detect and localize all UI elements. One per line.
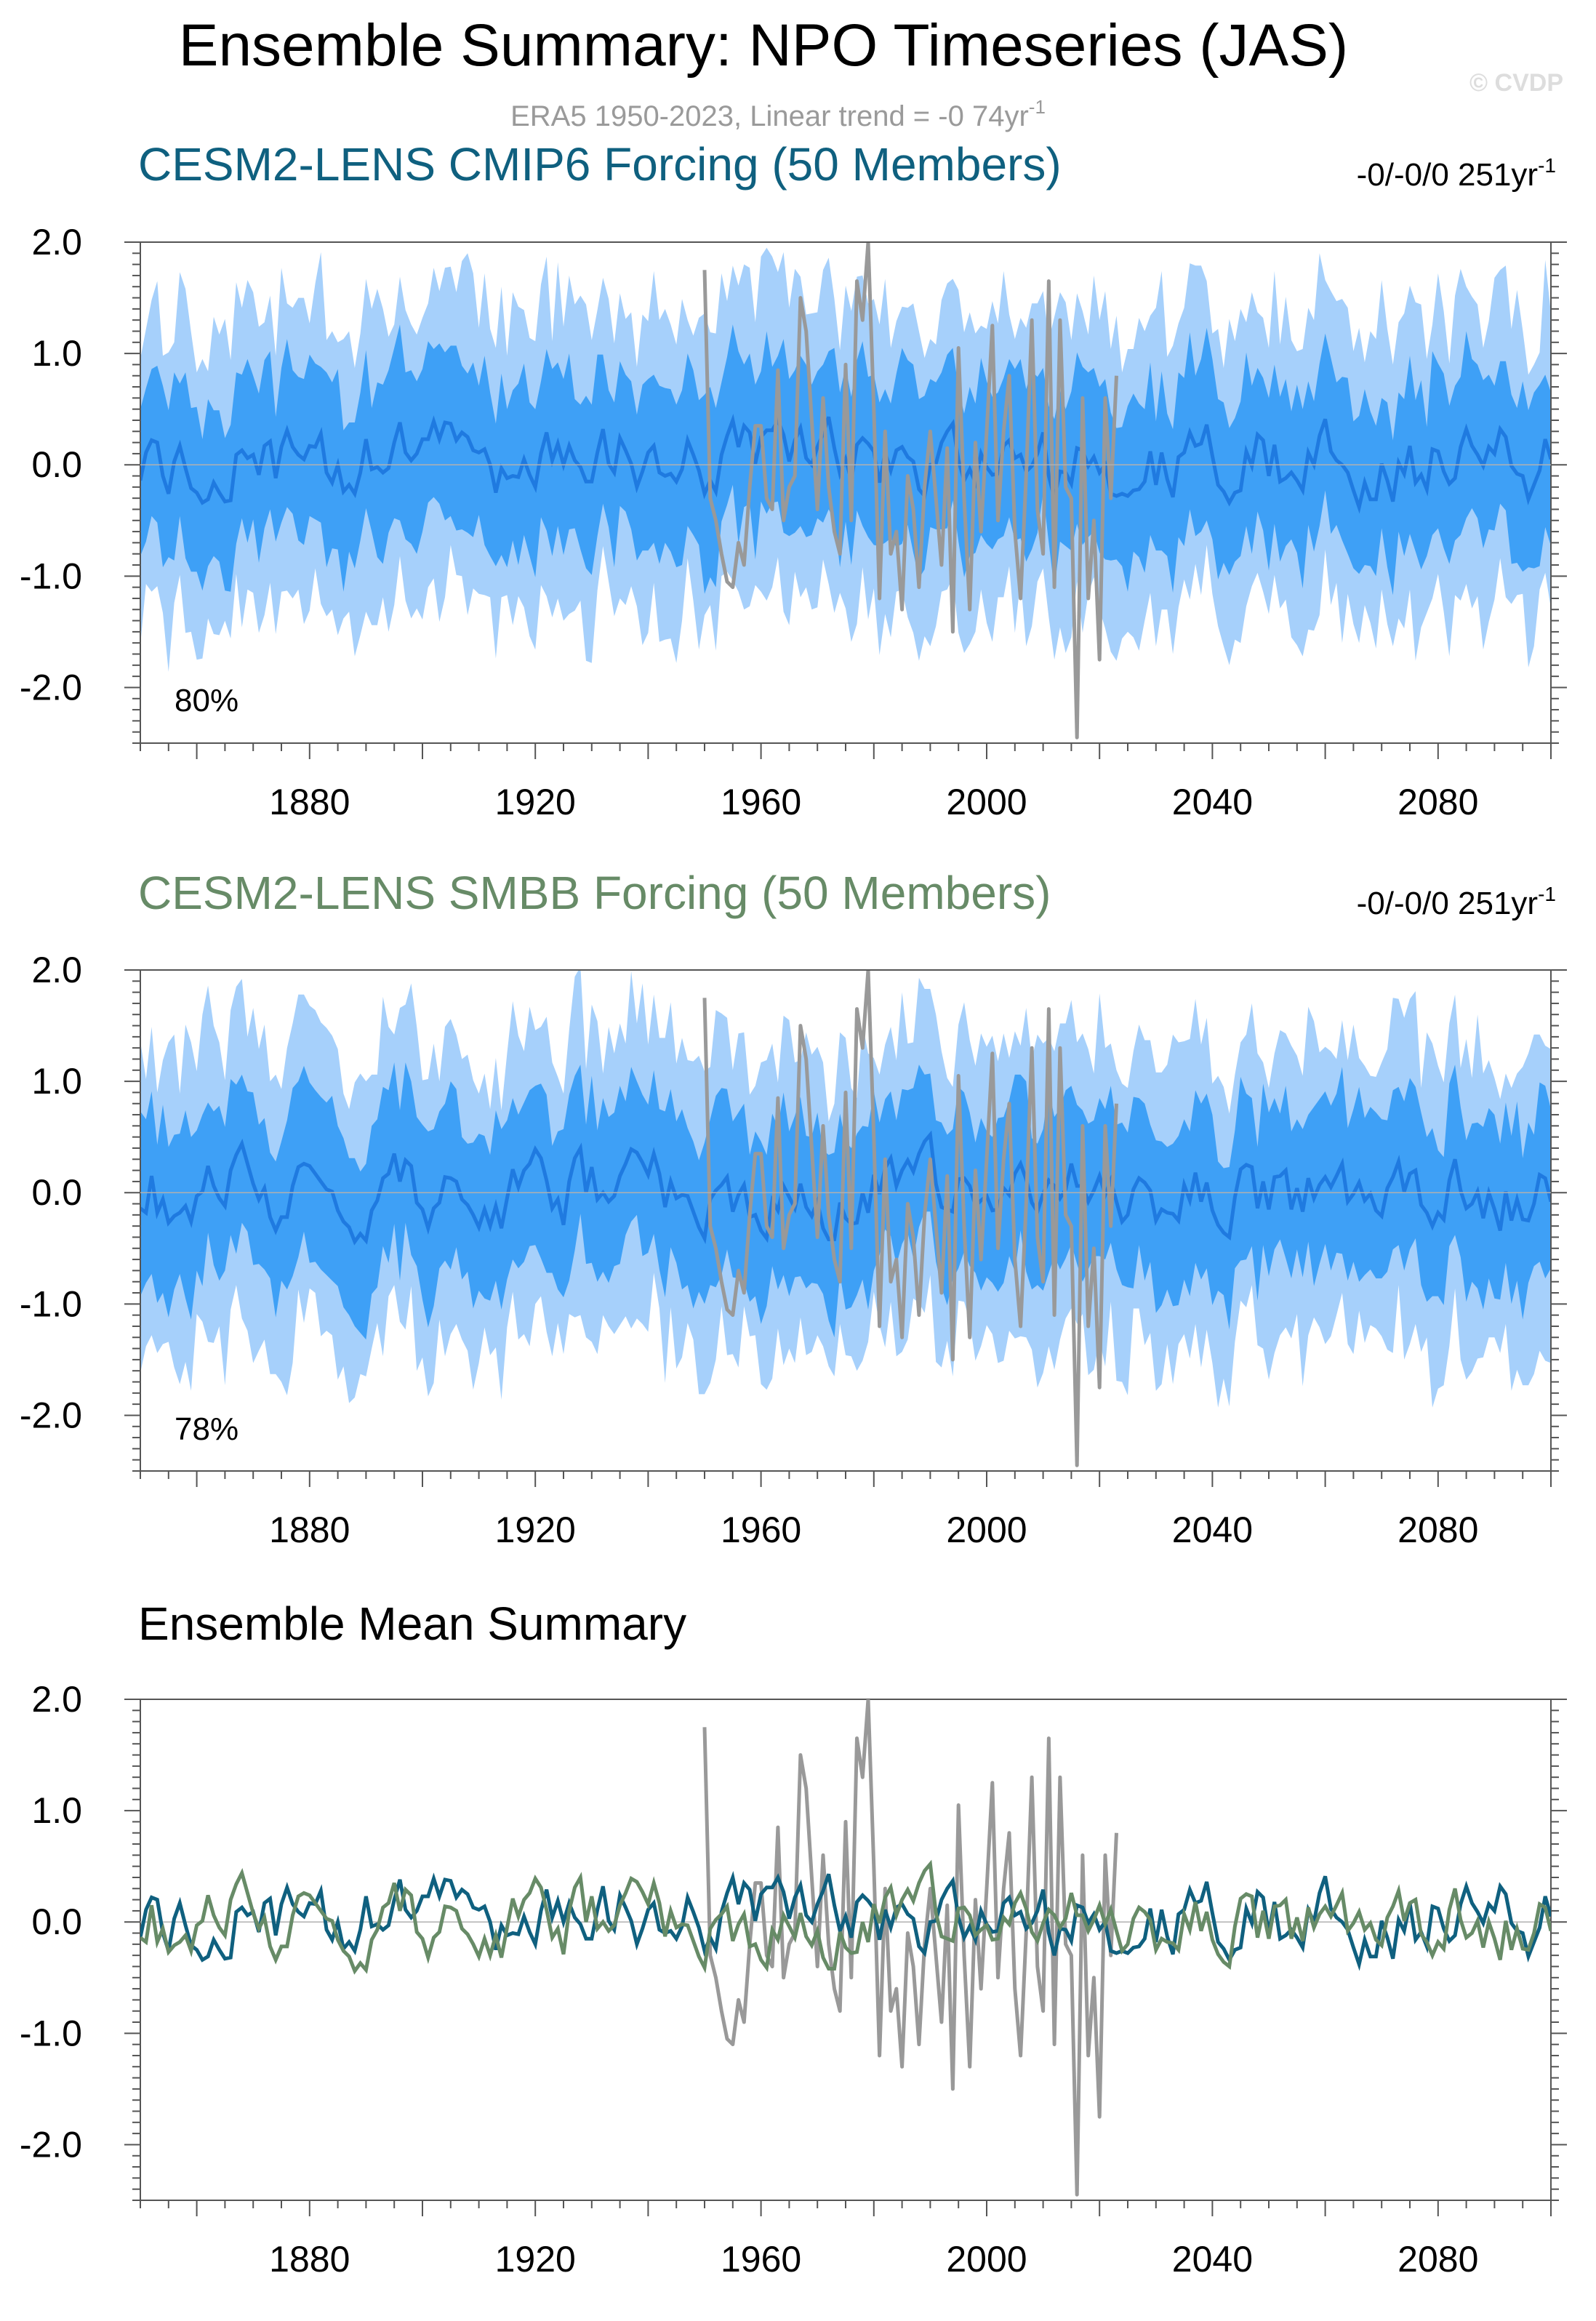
smbb-inner-band	[140, 1062, 1551, 1340]
mean-y-tick-label: 1.0	[31, 1790, 82, 1831]
mean-y-tick-label: 0.0	[31, 1901, 82, 1942]
subtitle-sup: -1	[1029, 96, 1046, 118]
smbb-y-tick-label: -1.0	[20, 1283, 82, 1324]
smbb-x-tick-label: 2040	[1172, 1510, 1253, 1550]
smbb-panel: -0/-0/0 251yr-1 1880 1920 1960 2000 2040 2080…	[20, 867, 1567, 1550]
mean-x-tick-label: 1920	[495, 2239, 576, 2280]
smbb-x-tick-label: 1880	[269, 1510, 350, 1550]
figure-subtitle: ERA5 1950-2023, Linear trend = -0 74yr-1	[510, 96, 1046, 132]
cmip6-y-tick-label: 2.0	[31, 222, 82, 262]
watermark: © CVDP	[1469, 69, 1563, 97]
cmip6-panel: -0/-0/0 251yr-1 1880 1920 1960 2000 2040 2080…	[20, 138, 1567, 822]
cmip6-x-tick-label: 2000	[946, 782, 1027, 822]
smbb-percent-label: 78%	[175, 1411, 238, 1447]
smbb-trend-label: -0/-0/0 251yr-1	[1357, 883, 1556, 921]
mean-y-tick-label: -2.0	[20, 2124, 82, 2165]
cmip6-x-tick-label: 1920	[495, 782, 576, 822]
cmip6-era5-line	[702, 242, 1118, 739]
smbb-trend-sup: -1	[1538, 883, 1556, 905]
smbb-plot-area	[140, 970, 1551, 1467]
cmip6-x-tick-label: 1960	[721, 782, 801, 822]
smbb-trend-text: -0/-0/0 251yr	[1357, 886, 1538, 921]
cmip6-plot-area	[140, 242, 1551, 739]
mean-x-tick-label: 2040	[1172, 2239, 1253, 2280]
mean-panel-title: Ensemble Mean Summary	[138, 1598, 686, 1650]
figure-title: Ensemble Summary: NPO Timeseries (JAS)	[179, 12, 1349, 79]
cmip6-percent-label: 80%	[175, 683, 238, 718]
cmip6-x-tick-label: 2040	[1172, 782, 1253, 822]
smbb-era5-line	[702, 970, 1118, 1467]
cmip6-y-tick-label: -1.0	[20, 556, 82, 596]
cmip6-trend-label: -0/-0/0 251yr-1	[1357, 154, 1556, 193]
cmip6-x-tick-label: 2080	[1397, 782, 1478, 822]
cmip6-x-tick-label: 1880	[269, 782, 350, 822]
smbb-y-tick-label: 0.0	[31, 1172, 82, 1213]
mean-cmip6-line	[140, 1870, 1551, 1971]
smbb-x-tick-label: 2080	[1397, 1510, 1478, 1550]
smbb-y-tick-label: -2.0	[20, 1395, 82, 1435]
cmip6-trend-sup: -1	[1538, 154, 1556, 177]
smbb-y-tick-label: 1.0	[31, 1061, 82, 1102]
cmip6-panel-title: CESM2-LENS CMIP6 Forcing (50 Members)	[138, 138, 1062, 191]
cmip6-y-tick-label: 1.0	[31, 333, 82, 374]
mean-y-tick-label: 2.0	[31, 1679, 82, 1720]
cmip6-trend-text: -0/-0/0 251yr	[1357, 157, 1538, 193]
mean-x-tick-label: 2000	[946, 2239, 1027, 2280]
cmip6-y-tick-label: -2.0	[20, 667, 82, 707]
mean-x-tick-label: 1960	[721, 2239, 801, 2280]
mean-era5-line	[702, 1699, 1118, 2197]
mean-plot-area	[140, 1699, 1551, 2197]
smbb-x-tick-label: 2000	[946, 1510, 1027, 1550]
smbb-x-tick-label: 1920	[495, 1510, 576, 1550]
mean-panel: Ensemble Mean Summary 1880 1920 1960 2000 20…	[20, 1598, 1567, 2280]
smbb-x-tick-label: 1960	[721, 1510, 801, 1550]
mean-x-tick-label: 2080	[1397, 2239, 1478, 2280]
cmip6-ensemble-mean-line	[140, 413, 1551, 514]
mean-smbb-line	[140, 1859, 1551, 1975]
cmip6-y-tick-label: 0.0	[31, 444, 82, 485]
smbb-ensemble-mean-line	[140, 1130, 1551, 1246]
mean-y-tick-label: -1.0	[20, 2013, 82, 2053]
mean-x-tick-label: 1880	[269, 2239, 350, 2280]
subtitle-text: ERA5 1950-2023, Linear trend = -0 74yr	[510, 100, 1029, 132]
smbb-y-tick-label: 2.0	[31, 950, 82, 990]
smbb-panel-title: CESM2-LENS SMBB Forcing (50 Members)	[138, 867, 1051, 919]
